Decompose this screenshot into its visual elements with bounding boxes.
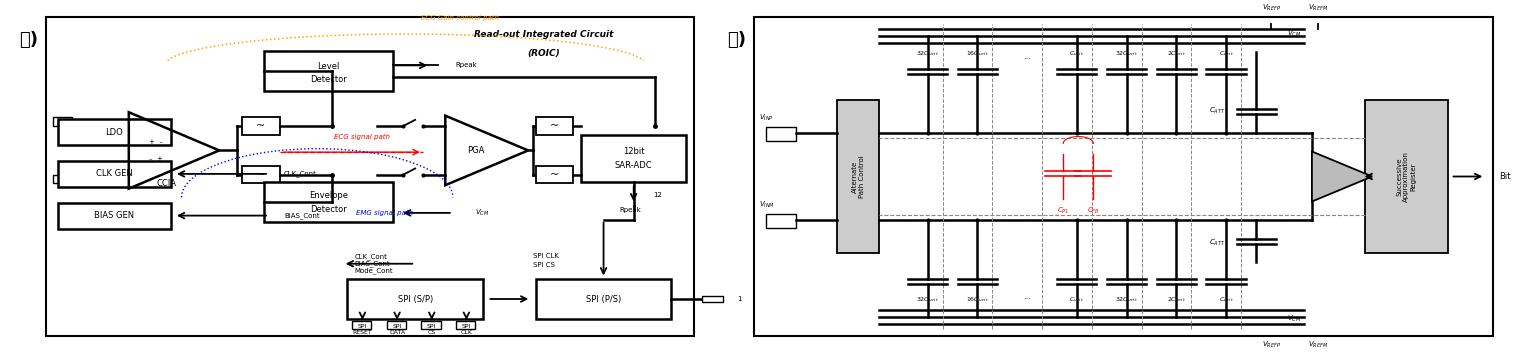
Text: $C_{ATT}$: $C_{ATT}$ [1209, 106, 1226, 115]
Text: $V_{REFP}$: $V_{REFP}$ [1262, 3, 1280, 13]
Bar [57, 119, 171, 145]
Bar [1365, 100, 1448, 253]
Bar [536, 279, 672, 319]
Bar [421, 321, 440, 329]
Text: PGA: PGA [466, 146, 484, 155]
Text: SPI
CLK: SPI CLK [460, 324, 472, 335]
Bar [242, 118, 280, 135]
Text: $C_{unit}$: $C_{unit}$ [1218, 295, 1233, 304]
Text: Rpeak: Rpeak [455, 62, 478, 68]
Text: ECG Gain control path: ECG Gain control path [422, 15, 499, 22]
Text: Detector: Detector [310, 75, 346, 84]
Text: SPI
CS: SPI CS [427, 324, 436, 335]
Text: EMG signal path: EMG signal path [357, 210, 413, 216]
Bar [353, 321, 372, 329]
Text: $V_{INM}$: $V_{INM}$ [760, 199, 775, 210]
Text: $V_{CM}$: $V_{CM}$ [475, 208, 490, 218]
Bar [536, 118, 573, 135]
Text: SPI CS: SPI CS [533, 262, 555, 268]
Text: 32$C_{unit}$: 32$C_{unit}$ [1115, 49, 1138, 58]
Bar [53, 118, 71, 126]
Bar [386, 321, 405, 329]
Text: ~: ~ [549, 121, 560, 131]
Text: 가): 가) [18, 31, 38, 49]
Text: SAR-ADC: SAR-ADC [614, 161, 652, 170]
Text: LDO: LDO [106, 128, 124, 137]
Text: $C_{ATT}$: $C_{ATT}$ [1209, 238, 1226, 247]
Text: BIAS_Cont: BIAS_Cont [356, 261, 390, 267]
Text: 32$C_{unit}$: 32$C_{unit}$ [917, 295, 940, 304]
Text: Rpeak: Rpeak [620, 207, 642, 213]
Bar [265, 182, 392, 222]
Text: 나): 나) [728, 31, 746, 49]
Text: 2$C_{unit}$: 2$C_{unit}$ [1167, 49, 1186, 58]
Bar [265, 52, 392, 91]
Text: Level: Level [318, 62, 340, 71]
Text: SPI CLK: SPI CLK [533, 253, 558, 259]
Bar [581, 135, 687, 182]
Text: SPI
RESET: SPI RESET [353, 324, 372, 335]
Bar [242, 166, 280, 184]
Text: SPI (S/P): SPI (S/P) [398, 294, 433, 304]
Bar [348, 279, 483, 319]
Text: CLK GEN: CLK GEN [97, 169, 133, 178]
Text: Envelope: Envelope [309, 191, 348, 200]
Bar [766, 214, 796, 228]
Text: 16$C_{unit}$: 16$C_{unit}$ [965, 295, 990, 304]
Bar [53, 175, 71, 184]
Text: CCIA: CCIA [156, 179, 177, 188]
Text: BIAS GEN: BIAS GEN [94, 211, 135, 220]
Text: $V_{CM}$: $V_{CM}$ [1286, 314, 1301, 324]
Text: $C_{P1}$: $C_{P1}$ [1058, 206, 1070, 216]
Text: BIAS_Cont: BIAS_Cont [284, 212, 319, 219]
Text: SPI
DATA: SPI DATA [389, 324, 405, 335]
Text: ~: ~ [256, 170, 265, 180]
Text: ...: ... [1023, 52, 1030, 61]
Text: ~: ~ [256, 121, 265, 131]
Text: (ROIC): (ROIC) [527, 49, 560, 58]
Text: $V_{REFP}$: $V_{REFP}$ [1262, 340, 1280, 350]
Bar [837, 100, 879, 253]
Text: $C_{unit}$: $C_{unit}$ [1070, 49, 1085, 58]
Bar [57, 161, 171, 187]
Text: 32$C_{unit}$: 32$C_{unit}$ [917, 49, 940, 58]
Text: $V_{INP}$: $V_{INP}$ [760, 113, 773, 122]
Text: SPI (P/S): SPI (P/S) [586, 294, 622, 304]
Text: 32$C_{unit}$: 32$C_{unit}$ [1115, 295, 1138, 304]
Bar [455, 321, 475, 329]
Text: ...: ... [1023, 292, 1030, 301]
Text: 2$C_{unit}$: 2$C_{unit}$ [1167, 295, 1186, 304]
Text: CLK_Cont: CLK_Cont [356, 253, 387, 260]
Text: –  +: – + [148, 156, 163, 162]
Bar [766, 127, 796, 141]
Bar [45, 17, 694, 336]
Text: +  –: + – [148, 139, 163, 145]
Text: $C_{unit}$: $C_{unit}$ [1070, 295, 1085, 304]
Polygon shape [1312, 151, 1372, 202]
Text: CLK_Cont: CLK_Cont [284, 170, 316, 177]
Text: 12bit: 12bit [623, 147, 645, 156]
Text: 16$C_{unit}$: 16$C_{unit}$ [965, 49, 990, 58]
Text: Mode_Cont: Mode_Cont [356, 268, 393, 274]
Bar [755, 17, 1493, 336]
Text: Bit: Bit [1499, 172, 1510, 181]
Text: 1: 1 [738, 296, 743, 302]
Text: $V_{REFM}$: $V_{REFM}$ [1307, 340, 1328, 350]
Text: Successive
Approximation
Register: Successive Approximation Register [1396, 151, 1416, 202]
Text: ~: ~ [549, 170, 560, 180]
Text: Detector: Detector [310, 205, 346, 214]
Text: $C_{unit}$: $C_{unit}$ [1218, 49, 1233, 58]
Text: $V_{REFM}$: $V_{REFM}$ [1307, 3, 1328, 13]
Text: $V_{CM}$: $V_{CM}$ [1286, 29, 1301, 39]
Text: Alternate
Path Control: Alternate Path Control [852, 155, 865, 198]
Text: $C_{FB}$: $C_{FB}$ [1086, 206, 1100, 216]
Text: Read-out Integrated Circuit: Read-out Integrated Circuit [474, 30, 613, 38]
Text: ECG signal path: ECG signal path [334, 133, 390, 139]
Bar [702, 295, 723, 303]
Bar [57, 203, 171, 229]
Bar [536, 166, 573, 184]
Text: 12: 12 [654, 192, 663, 198]
